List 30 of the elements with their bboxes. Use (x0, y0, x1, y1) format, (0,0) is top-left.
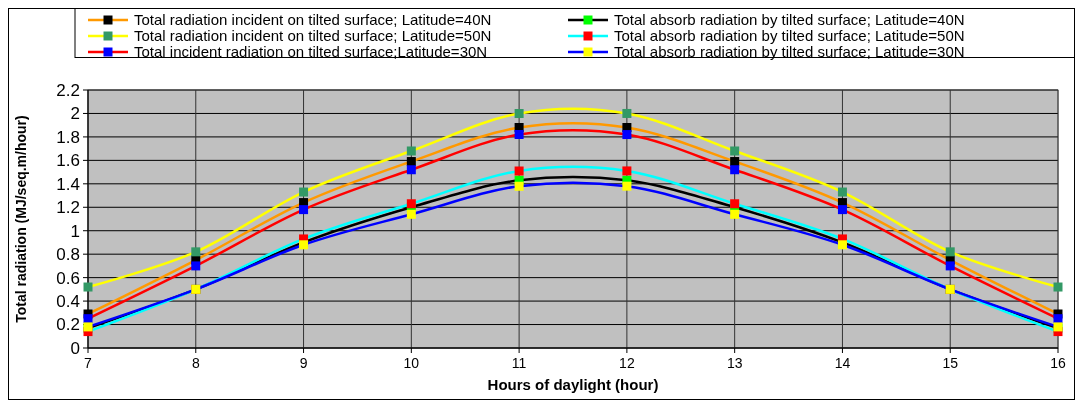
y-tick-label: 1.2 (56, 198, 80, 218)
x-tick-label: 13 (726, 355, 743, 371)
legend-label: Total absorb radiation by tilted surface; Latitude=40N (614, 11, 965, 29)
x-tick-label: 7 (84, 355, 93, 371)
y-axis-title: Total radiation (MJ/seq.m/hour) (13, 115, 29, 323)
x-axis-title: Hours of daylight (hour) (487, 376, 659, 393)
y-tick-label: 1.8 (56, 127, 80, 147)
x-tick-label: 8 (191, 355, 200, 371)
legend-label: Total incident radiation on tilted surface;Latitude=30N (134, 43, 488, 61)
legend-label: Total absorb radiation by tilted surface; Latitude=50N (614, 27, 965, 45)
y-tick-label: 0.4 (56, 292, 80, 312)
legend-label: Total absorb radiation by tilted surface; Latitude=30N (614, 43, 965, 61)
x-tick-label: 12 (619, 355, 635, 371)
x-tick-label: 9 (299, 355, 308, 371)
x-tick-label: 15 (942, 355, 959, 371)
y-tick-label: 2 (70, 104, 80, 124)
y-tick-label: 0 (70, 338, 80, 358)
x-tick-label: 14 (834, 355, 851, 371)
legend-label: Total radiation incident on tilted surface; Latitude=40N (134, 11, 492, 29)
y-tick-label: 0.2 (56, 315, 80, 335)
x-tick-label: 16 (1050, 355, 1066, 371)
x-tick-label: 10 (403, 355, 420, 371)
y-tick-label: 0.8 (56, 245, 80, 265)
y-tick-label: 2.2 (56, 80, 80, 100)
y-tick-label: 1.6 (56, 151, 80, 171)
legend-label: Total radiation incident on tilted surface; Latitude=50N (134, 27, 492, 45)
x-tick-label: 11 (511, 355, 527, 371)
y-tick-label: 1 (70, 221, 80, 241)
y-tick-label: 1.4 (56, 174, 80, 194)
y-tick-label: 0.6 (56, 268, 80, 288)
